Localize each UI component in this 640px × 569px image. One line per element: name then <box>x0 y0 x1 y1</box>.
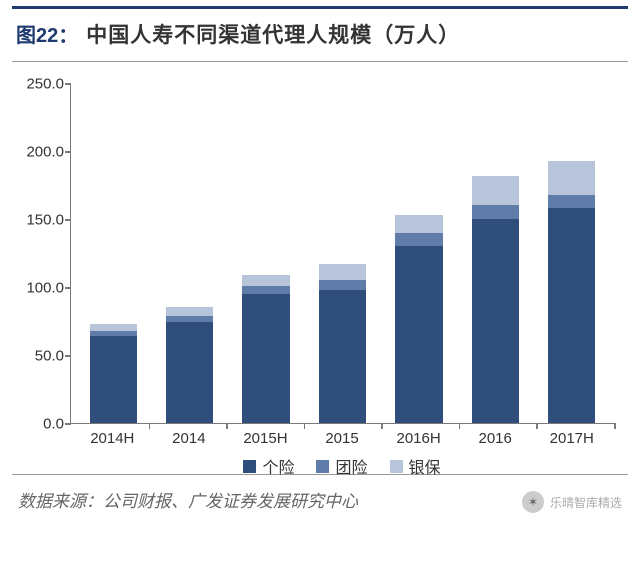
figure-title: 中国人寿不同渠道代理人规模（万人） <box>86 19 460 49</box>
y-tick-mark <box>65 83 71 85</box>
y-tick-label: 0.0 <box>43 416 64 433</box>
x-tick-mark <box>226 423 228 429</box>
y-tick-label: 250.0 <box>26 76 64 93</box>
x-tick-label: 2014 <box>151 430 228 447</box>
y-axis: 0.050.0100.0150.0200.0250.0 <box>18 84 70 424</box>
legend-item: 个险 <box>243 454 294 478</box>
y-tick-mark <box>65 287 71 289</box>
source-value: 公司财报、广发证券发展研究中心 <box>103 492 358 511</box>
x-tick-mark <box>304 423 306 429</box>
chart-grid <box>70 84 614 424</box>
bar-segment <box>166 307 213 315</box>
x-tick-mark <box>459 423 461 429</box>
x-tick-label: 2016H <box>380 430 457 447</box>
bar-segment <box>395 233 442 247</box>
x-tick-mark <box>536 423 538 429</box>
bar-stack <box>548 161 595 423</box>
bar-stack <box>242 275 289 423</box>
y-tick-label: 150.0 <box>26 212 64 229</box>
watermark-text: 乐晴智库精选 <box>550 494 622 511</box>
bar-segment <box>395 215 442 233</box>
legend: 个险 团险 银保 <box>70 454 614 478</box>
source-text: 数据来源：公司财报、广发证券发展研究中心 <box>18 487 358 512</box>
y-tick-mark <box>65 219 71 221</box>
bar-stack <box>90 324 137 423</box>
bar-segment <box>90 336 137 423</box>
legend-label: 团险 <box>335 454 367 478</box>
y-tick-mark <box>65 355 71 357</box>
watermark: ✶ 乐晴智库精选 <box>522 491 622 513</box>
y-tick-label: 200.0 <box>26 144 64 161</box>
bar-group <box>534 84 610 423</box>
bar-group <box>457 84 533 423</box>
legend-swatch <box>243 460 256 473</box>
legend-swatch <box>390 460 403 473</box>
x-tick-mark <box>381 423 383 429</box>
source-label: 数据来源： <box>18 492 103 511</box>
source-bar: 数据来源：公司财报、广发证券发展研究中心 ✶ 乐晴智库精选 <box>12 474 628 517</box>
x-tick-mark <box>614 423 616 429</box>
bar-segment <box>166 316 213 323</box>
bar-segment <box>90 324 137 331</box>
bar-segment <box>548 161 595 195</box>
bar-group <box>304 84 380 423</box>
x-axis-labels: 2014H20142015H20152016H20162017H <box>70 430 614 447</box>
bar-segment <box>319 280 366 290</box>
wechat-icon: ✶ <box>522 491 544 513</box>
bar-segment <box>319 290 366 423</box>
bars-row <box>71 84 614 423</box>
bar-stack <box>166 307 213 423</box>
x-tick-label: 2016 <box>457 430 534 447</box>
bar-segment <box>472 176 519 206</box>
bar-group <box>381 84 457 423</box>
bar-segment <box>395 246 442 423</box>
bar-stack <box>472 176 519 424</box>
bar-segment <box>242 286 289 294</box>
legend-label: 银保 <box>409 454 441 478</box>
plot-area: 0.050.0100.0150.0200.0250.0 2014H2014201… <box>18 84 620 474</box>
figure-container: 图22： 中国人寿不同渠道代理人规模（万人） 0.0 50.0 100.0 150.0… <box>0 6 640 569</box>
bar-segment <box>472 219 519 423</box>
bar-segment <box>242 275 289 286</box>
y-tick-label: 100.0 <box>26 280 64 297</box>
legend-swatch <box>316 460 329 473</box>
bar-stack <box>395 215 442 423</box>
y-tick-mark <box>65 151 71 153</box>
bar-group <box>228 84 304 423</box>
title-bar: 图22： 中国人寿不同渠道代理人规模（万人） <box>12 6 628 62</box>
bar-segment <box>548 195 595 209</box>
bar-stack <box>319 264 366 423</box>
x-tick-label: 2017H <box>533 430 610 447</box>
bar-segment <box>242 294 289 423</box>
bar-group <box>75 84 151 423</box>
y-tick-label: 50.0 <box>35 348 64 365</box>
bar-segment <box>548 208 595 423</box>
bar-segment <box>472 205 519 219</box>
y-tick-mark <box>65 423 71 425</box>
x-tick-label: 2015 <box>304 430 381 447</box>
bar-segment <box>319 264 366 280</box>
x-tick-label: 2015H <box>227 430 304 447</box>
x-tick-mark <box>149 423 151 429</box>
bar-group <box>151 84 227 423</box>
x-tick-label: 2014H <box>74 430 151 447</box>
legend-item: 银保 <box>390 454 441 478</box>
figure-label: 图22： <box>16 19 78 48</box>
bar-segment <box>166 322 213 423</box>
legend-item: 团险 <box>316 454 367 478</box>
legend-label: 个险 <box>262 454 294 478</box>
